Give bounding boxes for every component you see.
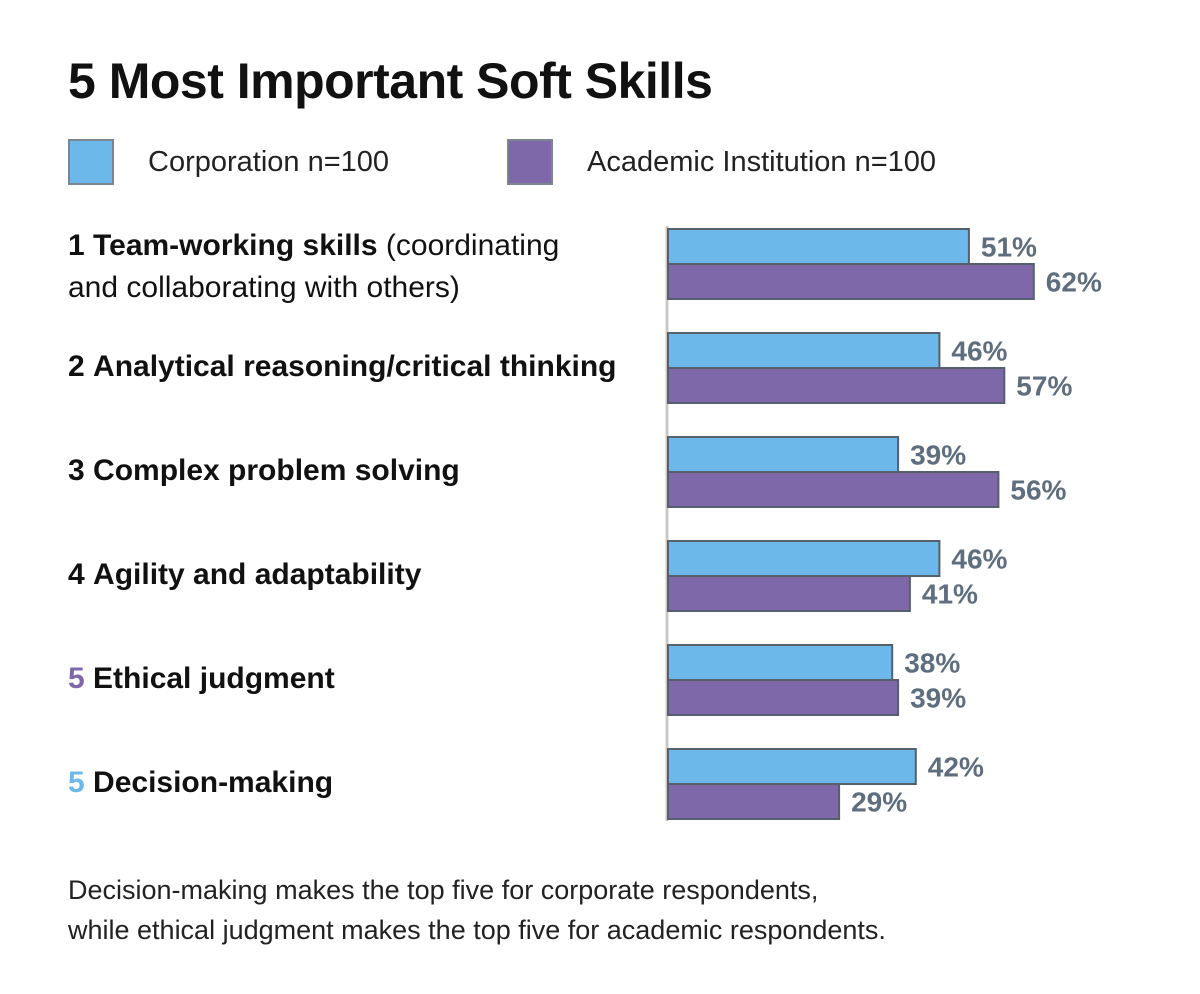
value-label-corporation-4: 46%	[951, 544, 1007, 575]
footnote-line-1: Decision-making makes the top five for c…	[68, 875, 819, 905]
bar-corporation-5	[667, 644, 894, 681]
value-label-academic-5: 39%	[910, 683, 966, 714]
bar-academic-1	[667, 263, 1035, 300]
category-detail-line2: and collaborating with others)	[68, 271, 460, 304]
category-name: Analytical reasoning/critical thinking	[93, 350, 617, 383]
bar-academic-4	[667, 575, 911, 612]
bar-academic-6	[667, 783, 841, 820]
category-rank: 2	[68, 350, 85, 383]
bar-academic-2	[667, 367, 1006, 404]
bar-corporation-1	[667, 228, 970, 265]
value-label-corporation-5: 38%	[904, 648, 960, 679]
value-label-academic-2: 57%	[1016, 371, 1072, 402]
value-label-corporation-2: 46%	[951, 336, 1007, 367]
value-label-academic-3: 56%	[1010, 475, 1066, 506]
category-label-analytical: 2 Analytical reasoning/critical thinking	[68, 346, 648, 388]
footnote: Decision-making makes the top five for c…	[68, 870, 886, 950]
category-rank: 5	[68, 766, 85, 799]
category-rank: 5	[68, 662, 85, 695]
category-rank: 3	[68, 454, 85, 487]
category-label-problem-solving: 3 Complex problem solving	[68, 450, 648, 492]
bar-corporation-4	[667, 540, 941, 577]
bar-academic-5	[667, 679, 900, 716]
category-name: Agility and adaptability	[93, 558, 422, 591]
category-label-ethical-judgment: 5 Ethical judgment	[68, 658, 648, 700]
value-label-academic-4: 41%	[922, 579, 978, 610]
category-label-decision-making: 5 Decision-making	[68, 762, 648, 804]
legend-swatch-academic	[507, 139, 553, 185]
category-name: Team-working skills	[93, 229, 378, 262]
category-rank: 4	[68, 558, 85, 591]
legend: Corporation n=100 Academic Institution n…	[68, 139, 1168, 189]
category-name: Ethical judgment	[93, 662, 335, 695]
category-label-agility: 4 Agility and adaptability	[68, 554, 648, 596]
category-rank: 1	[68, 229, 85, 262]
bar-corporation-3	[667, 436, 900, 473]
value-label-corporation-1: 51%	[981, 232, 1037, 263]
legend-label-academic: Academic Institution n=100	[587, 146, 937, 178]
footnote-line-2: while ethical judgment makes the top fiv…	[68, 915, 886, 945]
value-label-corporation-6: 42%	[928, 752, 984, 783]
value-label-academic-1: 62%	[1046, 267, 1102, 298]
legend-swatch-corporation	[68, 139, 114, 185]
legend-label-corporation: Corporation n=100	[148, 146, 390, 178]
chart-title: 5 Most Important Soft Skills	[68, 53, 713, 109]
value-label-academic-6: 29%	[851, 787, 907, 818]
bar-academic-3	[667, 471, 1000, 508]
category-label-team-working: 1 Team-working skills (coordinating and …	[68, 225, 648, 309]
bar-corporation-6	[667, 748, 917, 785]
bar-corporation-2	[667, 332, 941, 369]
category-detail: (coordinating	[377, 229, 560, 262]
category-name: Decision-making	[93, 766, 334, 799]
category-name: Complex problem solving	[93, 454, 460, 487]
value-label-corporation-3: 39%	[910, 440, 966, 471]
